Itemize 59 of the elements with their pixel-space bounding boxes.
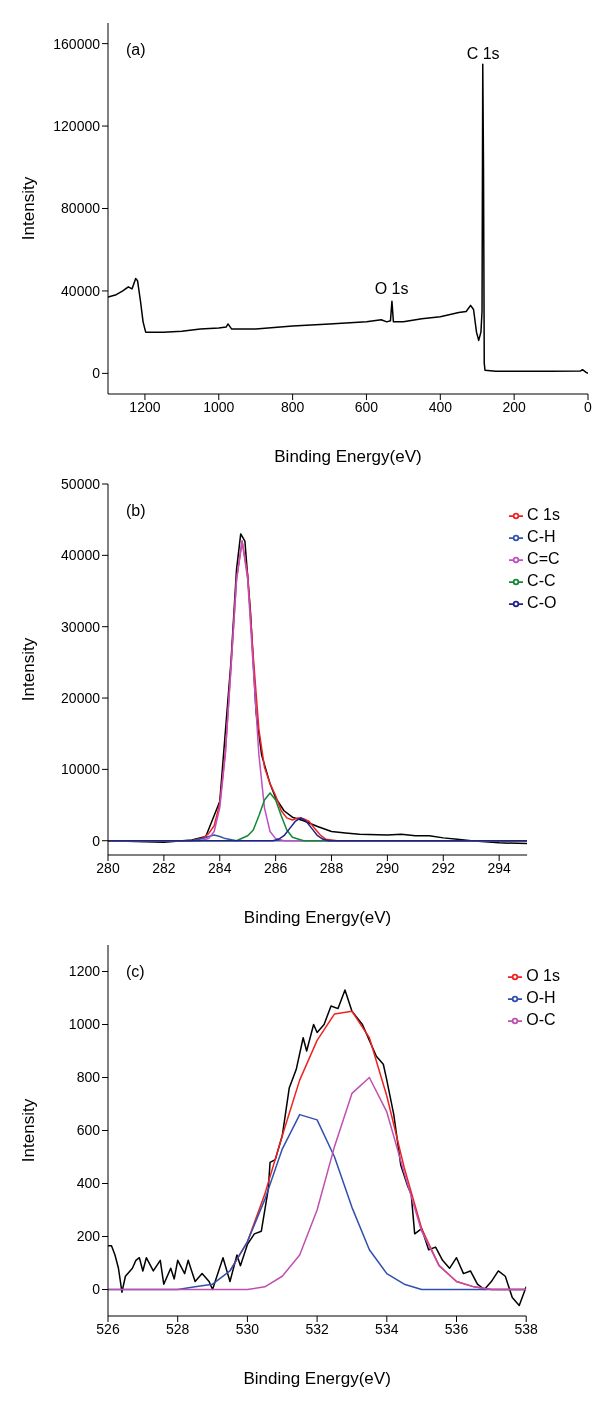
y-tick-label: 50000 <box>61 475 101 492</box>
x-tick-label: 292 <box>431 859 456 876</box>
x-tick-label: 290 <box>375 859 400 876</box>
x-tick-label: 288 <box>319 859 344 876</box>
x-tick-label: 1000 <box>203 398 235 415</box>
y-tick-label: 120000 <box>53 118 101 135</box>
y-tick-label: 30000 <box>61 618 101 635</box>
y-tick-label: 20000 <box>61 690 101 707</box>
x-tick-label: 286 <box>263 859 288 876</box>
legend-label: O-H <box>526 989 556 1006</box>
x-tick-label: 536 <box>444 1320 469 1337</box>
y-tick-label: 600 <box>76 1122 101 1139</box>
x-tick-label: 526 <box>96 1320 120 1337</box>
legend-label: C 1s <box>527 506 560 523</box>
y-tick-label: 1200 <box>68 963 101 980</box>
y-tick-label: 0 <box>92 365 101 382</box>
x-tick-label: 284 <box>208 859 232 876</box>
annotation: (c) <box>126 963 145 981</box>
x-tick-label: 530 <box>235 1320 260 1337</box>
legend-label: C-C <box>527 572 556 589</box>
legend-label: O-C <box>526 1011 556 1028</box>
x-axis-title: Binding Energy(eV) <box>243 1369 391 1388</box>
x-tick-label: 200 <box>502 398 527 415</box>
y-tick-label: 800 <box>76 1069 101 1086</box>
annotation: O 1s <box>374 280 409 298</box>
y-axis-title: Intensity <box>19 176 39 241</box>
y-tick-label: 40000 <box>61 282 101 299</box>
y-tick-label: 400 <box>76 1175 101 1192</box>
legend-label: C-H <box>527 528 556 545</box>
y-axis-title: Intensity <box>19 637 39 702</box>
legend-label: O 1s <box>526 967 560 984</box>
x-tick-label: 528 <box>166 1320 190 1337</box>
legend-label: C=C <box>527 550 560 567</box>
x-tick-label: 538 <box>514 1320 539 1337</box>
x-tick-label: 282 <box>152 859 176 876</box>
x-tick-label: 800 <box>280 398 305 415</box>
annotation: (b) <box>126 502 146 520</box>
x-tick-label: 0 <box>584 398 593 415</box>
y-tick-label: 80000 <box>61 200 101 217</box>
x-tick-label: 534 <box>375 1320 399 1337</box>
y-tick-label: 160000 <box>53 35 101 52</box>
x-tick-label: 532 <box>305 1320 329 1337</box>
x-tick-label: 294 <box>487 859 512 876</box>
y-tick-label: 10000 <box>61 761 101 778</box>
annotation: C 1s <box>466 45 500 63</box>
y-tick-label: 0 <box>92 1281 101 1298</box>
x-tick-label: 600 <box>354 398 379 415</box>
y-axis-title: Intensity <box>19 1098 39 1163</box>
annotation: (a) <box>126 41 146 59</box>
y-tick-label: 1000 <box>68 1016 101 1033</box>
y-tick-label: 0 <box>92 832 101 849</box>
x-tick-label: 400 <box>428 398 453 415</box>
x-tick-label: 1200 <box>129 398 161 415</box>
x-axis-title: Binding Energy(eV) <box>274 447 422 466</box>
y-tick-label: 200 <box>76 1228 101 1245</box>
x-axis-title: Binding Energy(eV) <box>243 908 392 927</box>
y-tick-label: 40000 <box>61 547 101 564</box>
legend-label: C-O <box>527 594 557 611</box>
x-tick-label: 280 <box>96 859 120 876</box>
